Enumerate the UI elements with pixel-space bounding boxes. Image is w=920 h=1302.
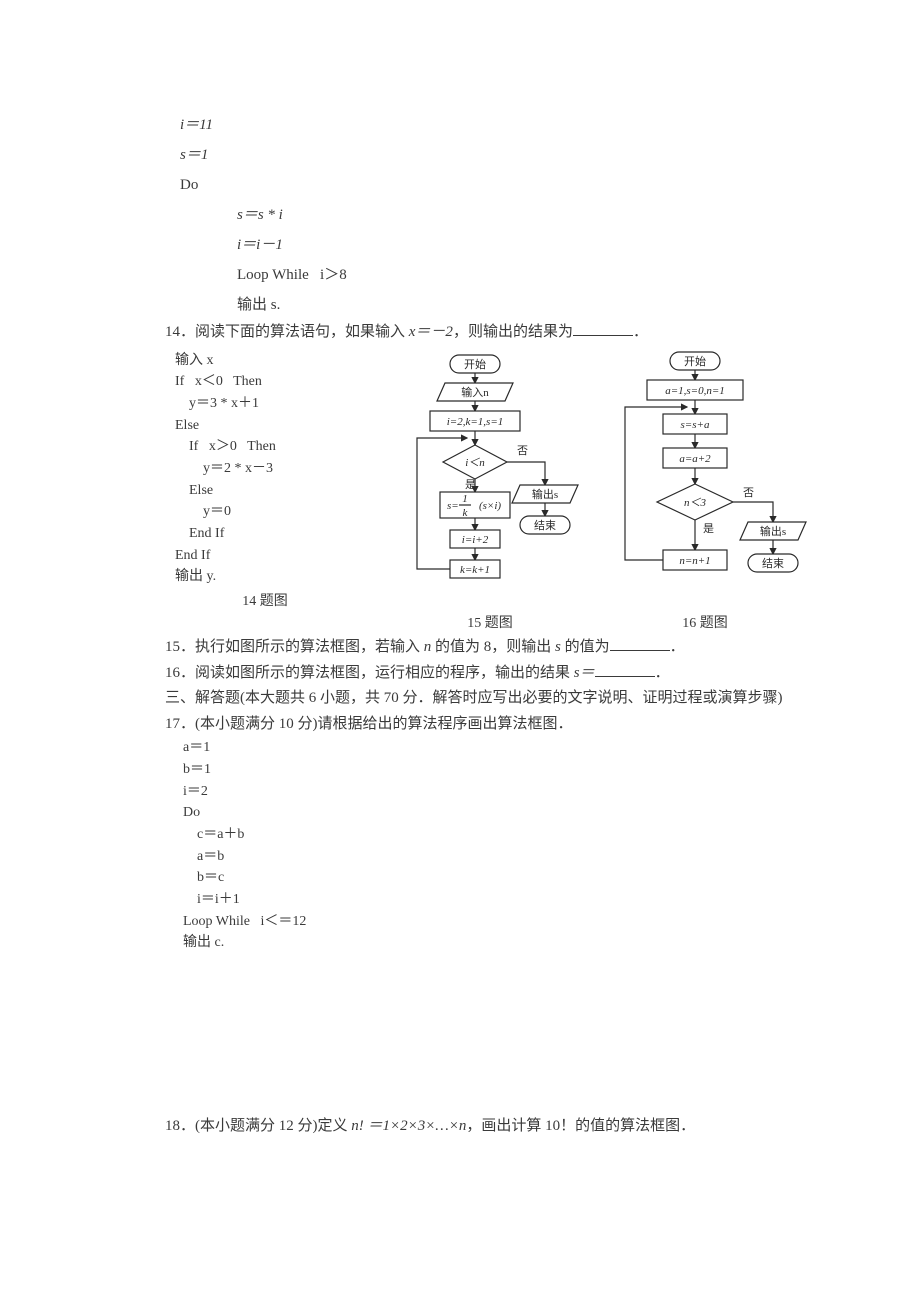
text: 14．阅读下面的算法语句，如果输入 (165, 324, 409, 340)
q17-stem: 17．(本小题满分 10 分)请根据给出的算法程序画出算法框图． (105, 712, 820, 738)
q14-code: 输入 x If x＜0 Then y＝3 * x＋1 Else If x＞0 T… (175, 350, 276, 589)
blank (610, 635, 670, 651)
svg-text:a=a+2: a=a+2 (679, 453, 711, 465)
text: 的值为 8，则输出 (431, 639, 555, 655)
code-line: 输入 x (175, 350, 276, 372)
fig16-caption: 16 题图 (682, 612, 728, 636)
section3-heading: 三、解答题(本大题共 6 小题，共 70 分．解答时应写出必要的文字说明、证明过… (105, 686, 820, 712)
code-line: a＝1 (183, 737, 820, 759)
code-line: i＝i－1 (222, 237, 283, 253)
q13-code: i＝11 s＝1 Do s＝s * i i＝i－1 Loop While i＞8… (105, 110, 820, 320)
svg-text:1: 1 (462, 493, 468, 505)
text: ． (655, 665, 670, 681)
blank (573, 320, 633, 336)
code-line: a＝b (183, 846, 820, 868)
code-line: Do (183, 802, 820, 824)
q15-stem: 15．执行如图所示的算法框图，若输入 n 的值为 8，则输出 s 的值为． (105, 635, 820, 661)
fig15-caption: 15 题图 (467, 612, 513, 636)
text: 18．(本小题满分 12 分)定义 (165, 1118, 351, 1134)
svg-text:是: 是 (703, 522, 714, 535)
text: 的值为 (561, 639, 610, 655)
code-line: If x＞0 Then (175, 436, 276, 458)
code-line: y＝2 * x－3 (175, 458, 276, 480)
svg-text:结束: 结束 (534, 519, 556, 532)
text: ，画出计算 10！的值的算法框图． (466, 1118, 695, 1134)
code-line: b＝c (183, 867, 820, 889)
text: ，则输出的结果为 (453, 324, 573, 340)
svg-text:输入n: 输入n (461, 385, 489, 399)
code-line: 输出 c. (183, 932, 820, 954)
svg-text:n＜3: n＜3 (684, 497, 706, 509)
code-line: End If (175, 523, 276, 545)
text: 16．阅读如图所示的算法框图，运行相应的程序，输出的结果 (165, 665, 574, 681)
text: ． (670, 639, 685, 655)
q17-code: a＝1 b＝1 i＝2 Do c＝a＋b a＝b b＝c i＝i＋1 Loop … (105, 737, 820, 954)
text: 三、解答题(本大题共 6 小题，共 70 分．解答时应写出必要的文字说明、证明过… (165, 690, 783, 706)
svg-text:s=: s= (447, 500, 459, 512)
svg-text:i=2,k=1,s=1: i=2,k=1,s=1 (447, 416, 504, 428)
svg-text:i＜n: i＜n (465, 457, 485, 469)
code-line: 输出 s. (222, 297, 280, 313)
text: 17．(本小题满分 10 分)请根据给出的算法程序画出算法框图． (165, 716, 573, 732)
code-line: i＝i＋1 (183, 889, 820, 911)
code-line: i＝11 (180, 117, 213, 133)
code-line: Else (175, 480, 276, 502)
math: n! ＝1×2×3×…×n (351, 1118, 466, 1134)
code-line: Else (175, 415, 276, 437)
q14-stem: 14．阅读下面的算法语句，如果输入 x＝－2，则输出的结果为 ． (105, 320, 820, 346)
figure-row: 输入 x If x＜0 Then y＝3 * x＋1 Else If x＞0 T… (105, 350, 820, 636)
svg-text:k=k+1: k=k+1 (460, 564, 490, 576)
svg-text:s=s+a: s=s+a (681, 419, 710, 431)
code-line: y＝0 (175, 501, 276, 523)
svg-text:(s×i): (s×i) (479, 500, 501, 512)
text: 15．执行如图所示的算法框图，若输入 (165, 639, 424, 655)
fig15-flowchart: 开始 输入n i=2,k=1,s=1 i＜n 是 否 s= (395, 350, 585, 610)
svg-text:输出s: 输出s (532, 487, 558, 501)
code-line: Loop While i＜＝12 (183, 911, 820, 933)
svg-text:n=n+1: n=n+1 (679, 555, 710, 567)
svg-text:否: 否 (743, 487, 754, 499)
code-line: i＝2 (183, 781, 820, 803)
q18-stem: 18．(本小题满分 12 分)定义 n! ＝1×2×3×…×n，画出计算 10！… (105, 1114, 820, 1140)
q16-stem: 16．阅读如图所示的算法框图，运行相应的程序，输出的结果 s＝ ． (105, 661, 820, 687)
code-line: 输出 y. (175, 566, 276, 588)
fig16-flowchart: 开始 a=1,s=0,n=1 s=s+a a=a+2 n＜3 是 否 (595, 350, 815, 610)
code-line: b＝1 (183, 759, 820, 781)
code-line: y＝3 * x＋1 (175, 393, 276, 415)
svg-text:输出s: 输出s (760, 524, 786, 538)
code-line: s＝s * i (222, 207, 283, 223)
svg-text:否: 否 (517, 445, 528, 457)
text: ． (633, 324, 648, 340)
svg-text:是: 是 (465, 478, 476, 491)
code-line: If x＜0 Then (175, 371, 276, 393)
math: x＝－2 (409, 324, 453, 340)
code-line: s＝1 (180, 147, 208, 163)
code-line: Loop While i＞8 (222, 267, 347, 283)
svg-text:i=i+2: i=i+2 (462, 534, 489, 546)
blank (595, 661, 655, 677)
svg-text:开始: 开始 (684, 354, 706, 368)
math: s＝ (574, 665, 595, 681)
svg-text:a=1,s=0,n=1: a=1,s=0,n=1 (665, 385, 725, 397)
code-line: End If (175, 545, 276, 567)
svg-text:开始: 开始 (464, 357, 486, 371)
fig14-caption: 14 题图 (242, 590, 288, 614)
code-line: c＝a＋b (183, 824, 820, 846)
code-line: Do (180, 177, 198, 193)
svg-text:结束: 结束 (762, 557, 784, 570)
